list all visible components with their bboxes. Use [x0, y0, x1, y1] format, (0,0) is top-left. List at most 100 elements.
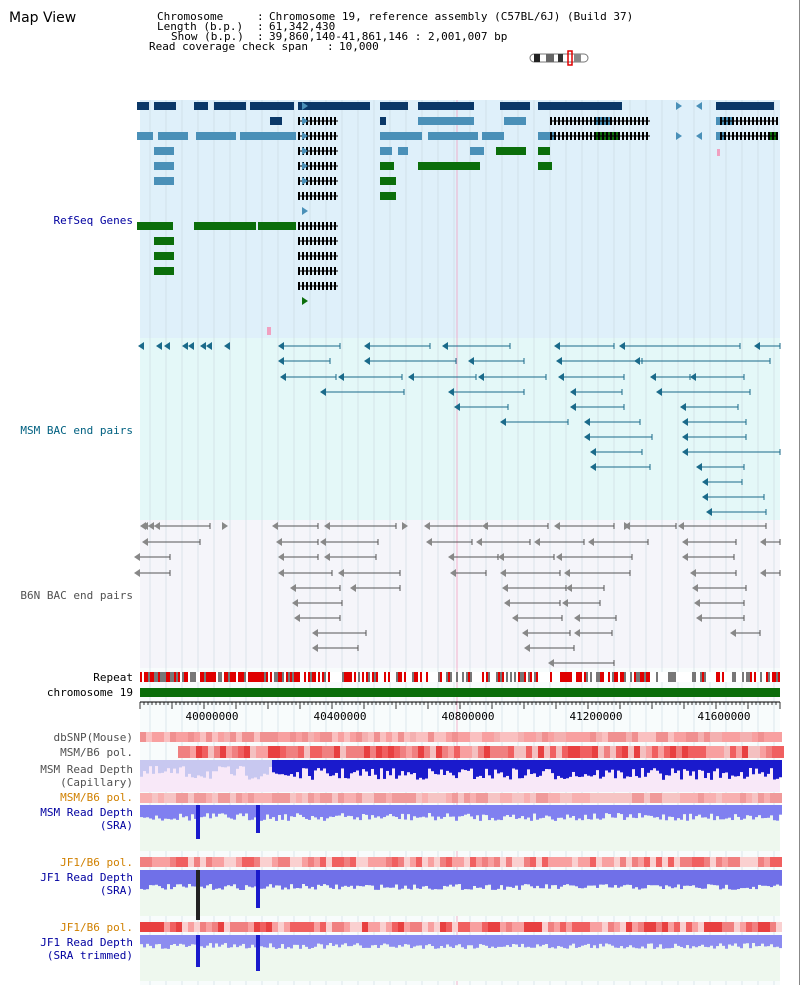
depth-bar [326, 935, 329, 946]
repeat-mark [456, 672, 458, 682]
heat-cell [740, 922, 746, 932]
capillary-depth-bar [620, 760, 623, 773]
heat-cell [272, 922, 278, 932]
depth-bar [242, 870, 245, 890]
heat-cell [664, 746, 670, 758]
heat-cell [272, 793, 278, 803]
capillary-depth-bar [377, 760, 380, 780]
depth-bar [635, 805, 638, 819]
repeat-mark [622, 672, 624, 682]
heat-cell [164, 793, 170, 803]
depth-bar [530, 805, 533, 821]
refseq-exon-gene-exon [314, 252, 316, 260]
depth-bar [299, 870, 302, 889]
track-label-refseq: RefSeq Genes [53, 214, 133, 227]
heat-cell [668, 922, 674, 932]
refseq-exon-gene-exon [298, 237, 300, 245]
depth-bar [464, 805, 467, 815]
heat-cell [220, 746, 226, 758]
depth-bar [398, 870, 401, 890]
depth-bar [323, 870, 326, 885]
heat-cell [524, 732, 530, 742]
repeat-mark [596, 672, 598, 682]
heat-cell [410, 732, 416, 742]
heat-cell [548, 857, 554, 867]
capillary-depth-bar [356, 760, 359, 771]
depth-bar [263, 805, 266, 820]
depth-bar [683, 935, 686, 949]
refseq-gene [428, 132, 478, 140]
track-label-jf1-trim-2: (SRA trimmed) [46, 949, 133, 962]
repeat-mark [346, 672, 348, 682]
depth-bar [764, 870, 767, 886]
repeat-mark [640, 672, 642, 682]
b6n-bac-end [588, 538, 594, 546]
capillary-depth-bar [293, 760, 296, 777]
heat-cell [760, 746, 766, 758]
depth-bar [749, 805, 752, 816]
depth-bar [482, 935, 485, 945]
heat-cell [284, 857, 290, 867]
heat-cell [508, 746, 514, 758]
heat-cell [734, 732, 740, 742]
b6n-bac-end [696, 614, 702, 622]
depth-bar [506, 870, 509, 887]
repeat-mark [344, 672, 346, 682]
heat-cell [560, 857, 566, 867]
depth-bar [155, 935, 158, 945]
heat-cell [464, 793, 470, 803]
capillary-depth-bar [551, 760, 554, 774]
repeat-mark [638, 672, 640, 682]
b6n-bac-end [562, 599, 568, 607]
depth-bar [347, 935, 350, 947]
depth-bar [377, 935, 380, 948]
repeat-mark [620, 672, 622, 682]
depth-bar [245, 805, 248, 814]
capillary-depth-bar [332, 760, 335, 776]
refseq-arrow [302, 177, 308, 185]
heat-cell [656, 857, 662, 867]
msm-bac-end [182, 342, 188, 350]
depth-bar [350, 805, 353, 817]
heat-cell [206, 922, 212, 932]
depth-bar [158, 935, 161, 945]
depth-bar [590, 935, 593, 948]
heat-cell [460, 746, 466, 758]
heat-cell [488, 732, 494, 742]
depth-bar [767, 870, 770, 887]
heat-cell [722, 793, 728, 803]
repeat-mark [172, 672, 174, 682]
repeat-mark [584, 672, 586, 682]
capillary-depth-bar [401, 760, 404, 772]
heat-cell [596, 793, 602, 803]
heat-cell [230, 857, 236, 867]
heat-cell [232, 746, 238, 758]
depth-bar [293, 870, 296, 889]
depth-bar [587, 805, 590, 820]
refseq-exon-gene-exon [334, 252, 336, 260]
repeat-mark [522, 672, 524, 682]
repeat-mark [310, 672, 312, 682]
heat-cell [580, 746, 586, 758]
heat-cell [194, 857, 200, 867]
heat-cell [512, 732, 518, 742]
ideogram-position-marker [567, 50, 573, 66]
depth-bar [347, 870, 350, 887]
depth-bar [431, 935, 434, 947]
capillary-depth-bar [434, 760, 437, 775]
repeat-mark [576, 672, 578, 682]
heat-cell [470, 922, 476, 932]
repeat-mark [748, 672, 750, 682]
depth-bar [341, 870, 344, 887]
refseq-arrow [696, 132, 702, 140]
capillary-depth-bar [512, 760, 515, 769]
depth-bar [575, 805, 578, 821]
repeat-mark [170, 672, 172, 682]
depth-bar [221, 805, 224, 814]
refseq-exon-gene-exon [606, 117, 608, 125]
depth-bar [362, 870, 365, 887]
chromosome-ideogram[interactable] [528, 50, 592, 66]
depth-bar [422, 935, 425, 949]
repeat-mark [514, 672, 516, 682]
